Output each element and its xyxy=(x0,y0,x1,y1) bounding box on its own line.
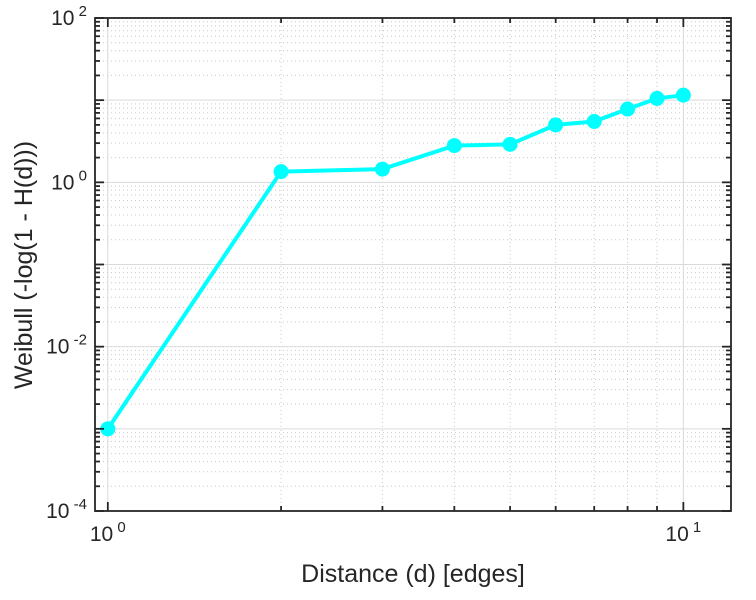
data-point-marker xyxy=(675,87,691,103)
x-axis-label: Distance (d) [edges] xyxy=(301,560,525,588)
y-tick-label: 10 0 xyxy=(51,167,87,194)
data-point-marker xyxy=(502,136,518,152)
data-point-marker xyxy=(620,101,636,117)
y-tick-label: 10 2 xyxy=(51,3,87,30)
series-line xyxy=(105,93,686,431)
x-tick-label: 10 0 xyxy=(90,519,126,546)
x-tick-label: 10 1 xyxy=(665,519,701,546)
data-point-marker xyxy=(548,117,564,133)
data-point-marker xyxy=(374,161,390,177)
y-axis-label: Weibull (-log(1 - H(d))) xyxy=(10,140,38,390)
data-point-marker xyxy=(586,114,602,130)
data-point-marker xyxy=(446,138,462,154)
y-tick-label: 10 -4 xyxy=(46,496,87,523)
y-tick-label: 10 -2 xyxy=(46,332,87,359)
data-point-marker xyxy=(273,164,289,180)
data-point-marker xyxy=(649,90,665,106)
